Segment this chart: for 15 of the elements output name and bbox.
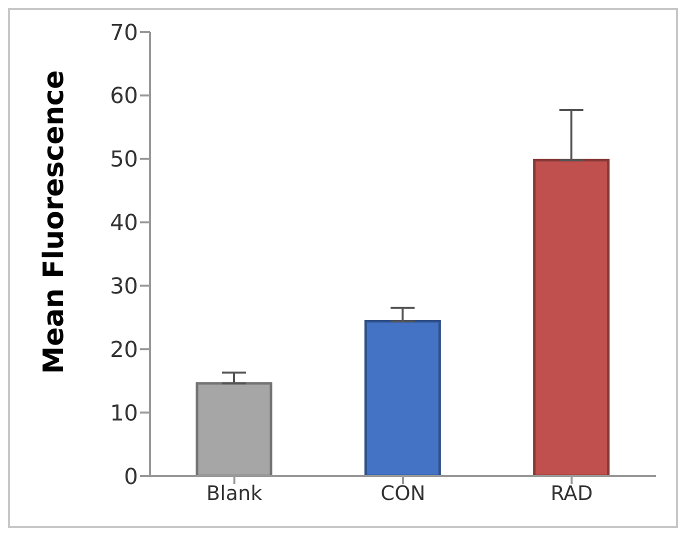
y-axis-title: Mean Fluorescence	[36, 70, 70, 374]
x-tick-label: Blank	[206, 481, 263, 506]
y-tick-label: 70	[110, 20, 138, 46]
x-tick-label: RAD	[550, 481, 593, 506]
y-tick-label: 60	[110, 84, 138, 110]
y-tick-label: 50	[110, 148, 138, 173]
bar	[364, 320, 441, 476]
y-tick-label: 30	[110, 274, 138, 300]
y-tick-label: 40	[110, 211, 138, 236]
y-tick-label: 10	[110, 401, 138, 426]
bar	[533, 158, 610, 476]
x-tick-label: CON	[380, 481, 426, 506]
y-tick-label: 0	[124, 464, 138, 490]
y-tick-label: 20	[110, 338, 138, 363]
bar	[196, 382, 272, 476]
